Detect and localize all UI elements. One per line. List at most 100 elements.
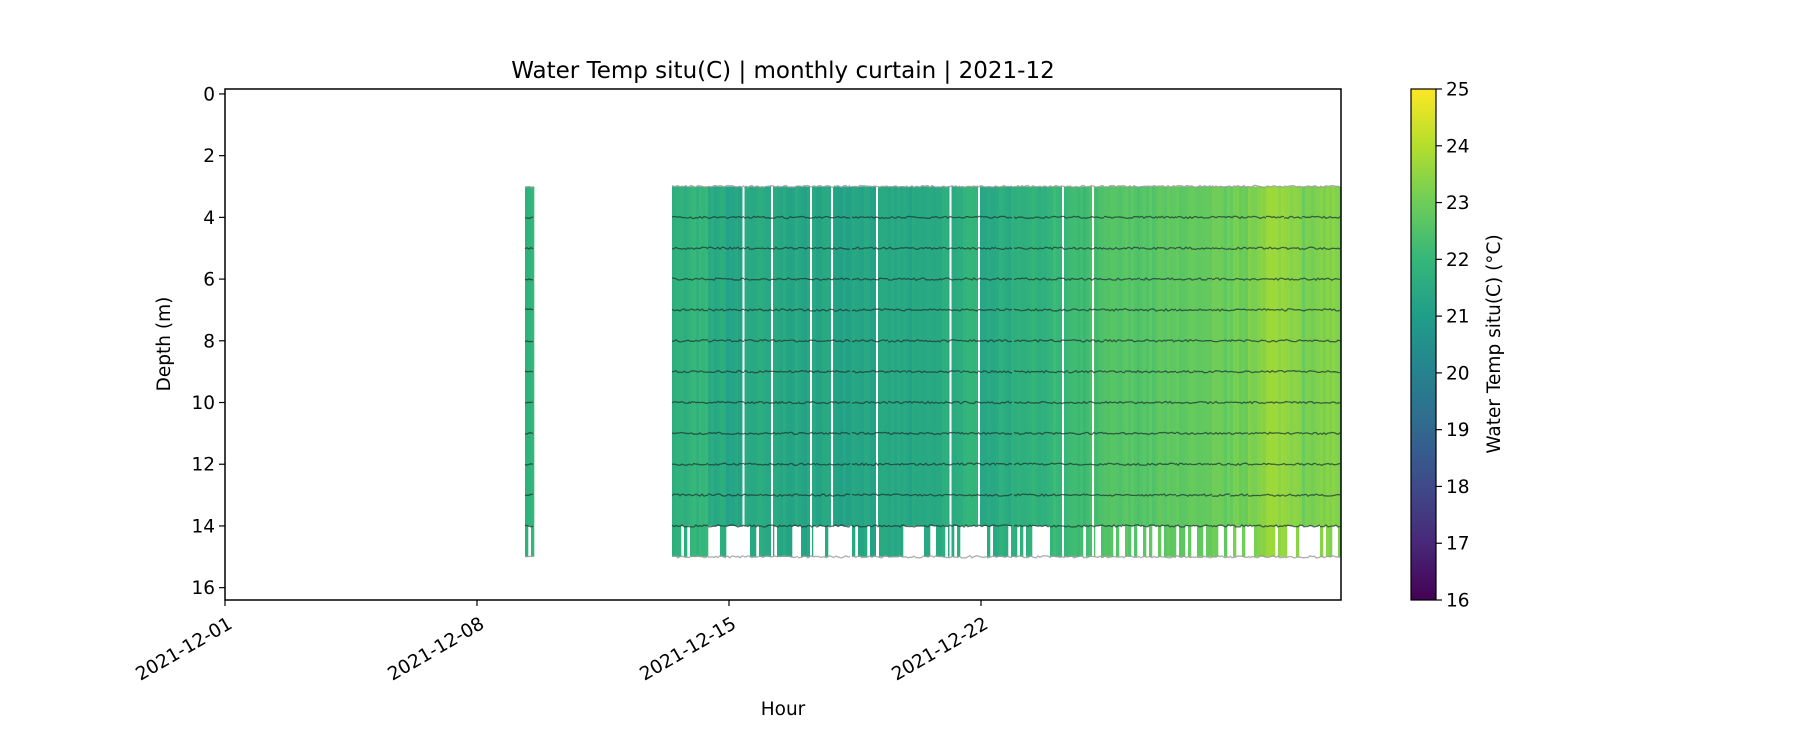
sensor-trace [1301, 215, 1321, 219]
sensor-trace [1157, 215, 1177, 219]
x-tick-label: 2021-12-01 [132, 613, 236, 685]
sensor-trace [690, 246, 709, 251]
sensor-trace [815, 339, 835, 343]
sensor-trace [1301, 185, 1321, 189]
sensor-trace [833, 369, 851, 373]
sensor-trace [1265, 308, 1285, 312]
sensor-trace [1139, 339, 1159, 343]
sensor-trace [1139, 370, 1159, 374]
curtain-cell [1047, 186, 1051, 526]
sensor-trace [959, 462, 979, 466]
sensor-trace [941, 277, 961, 281]
sensor-trace [870, 216, 889, 220]
sensor-trace [923, 462, 943, 467]
sensor-trace [1175, 524, 1195, 528]
sensor-trace [1176, 493, 1195, 497]
curtain-cell [1221, 186, 1225, 526]
curtain-cell [1131, 186, 1135, 526]
curtain-cell [1017, 186, 1021, 526]
sensor-trace [1013, 246, 1033, 250]
sensor-trace [761, 339, 781, 343]
chart-title: Water Temp situ(C) | monthly curtain | 2… [511, 58, 1054, 84]
sensor-trace [1067, 431, 1087, 436]
sensor-trace [923, 215, 943, 219]
sensor-trace [1194, 247, 1213, 250]
sensor-trace [707, 184, 727, 188]
sensor-trace [1247, 555, 1267, 559]
sensor-trace [689, 554, 709, 559]
sensor-trace [1139, 462, 1159, 466]
sensor-trace [1211, 555, 1231, 559]
sensor-trace [977, 339, 997, 343]
sensor-trace [887, 524, 907, 528]
curtain-cell [819, 186, 823, 526]
curtain-cell [1044, 186, 1048, 526]
sensor-trace [815, 184, 834, 188]
sensor-trace [671, 246, 691, 251]
sensor-trace [815, 462, 835, 466]
sensor-trace [524, 493, 534, 497]
sensor-trace [1067, 184, 1087, 189]
sensor-trace [1265, 339, 1285, 343]
sensor-trace [1229, 462, 1249, 467]
curtain-cell [984, 186, 988, 526]
sensor-trace [995, 308, 1013, 312]
sensor-trace [779, 277, 799, 281]
sensor-trace [1067, 493, 1087, 497]
sensor-trace [1121, 524, 1141, 527]
sensor-trace [851, 246, 871, 250]
sensor-trace [833, 524, 851, 528]
sensor-trace [905, 369, 925, 374]
sensor-trace [1229, 246, 1249, 250]
sensor-trace [1301, 308, 1321, 312]
sensor-trace [1283, 184, 1303, 189]
sensor-trace [833, 431, 851, 435]
curtain-cell [738, 186, 742, 526]
curtain-cell [903, 186, 907, 526]
curtain-cell [717, 186, 721, 526]
sensor-trace [761, 493, 781, 497]
sensor-trace [887, 277, 907, 281]
sensor-trace [690, 339, 709, 343]
sensor-trace [725, 462, 745, 466]
sensor-trace [1229, 555, 1249, 559]
sensor-trace [941, 370, 961, 374]
sensor-trace [851, 462, 871, 467]
curtain-cell [1161, 186, 1165, 526]
x-axis: 2021-12-01 2021-12-08 2021-12-15 2021-12-22 [132, 600, 992, 685]
sensor-trace [1067, 370, 1087, 374]
curtain-cell [867, 186, 871, 526]
curtain-cell [849, 186, 853, 526]
sensor-trace [1049, 493, 1069, 497]
curtain-cell [1275, 186, 1279, 526]
curtain-cell [1248, 186, 1252, 526]
sensor-trace [797, 462, 817, 466]
sensor-trace [905, 493, 925, 497]
sensor-trace [1265, 462, 1285, 466]
curtain-cell [1122, 186, 1126, 526]
sensor-trace [1121, 432, 1141, 436]
sensor-trace [1085, 184, 1105, 188]
sensor-trace [905, 308, 925, 311]
sensor-trace [1121, 246, 1141, 250]
sensor-trace [1140, 184, 1159, 188]
sensor-trace [1013, 493, 1033, 497]
sensor-trace [1157, 277, 1177, 281]
sensor-trace [941, 431, 961, 435]
sensor-trace [1103, 370, 1123, 374]
sensor-trace [1230, 370, 1249, 374]
sensor-trace [1103, 493, 1123, 497]
sensor-trace [689, 308, 709, 312]
sensor-trace [815, 431, 835, 435]
colorbar-tick-label: 16 [1446, 591, 1470, 612]
curtain-cell [1041, 186, 1045, 526]
curtain-cell [822, 186, 826, 526]
sensor-trace [1031, 400, 1051, 404]
sensor-trace [1211, 462, 1231, 466]
sensor-trace [671, 463, 691, 466]
sensor-trace [869, 246, 889, 250]
sensor-trace [797, 431, 817, 435]
sensor-trace [1121, 462, 1141, 467]
sensor-trace [1265, 524, 1285, 528]
curtain-cell [753, 186, 757, 557]
